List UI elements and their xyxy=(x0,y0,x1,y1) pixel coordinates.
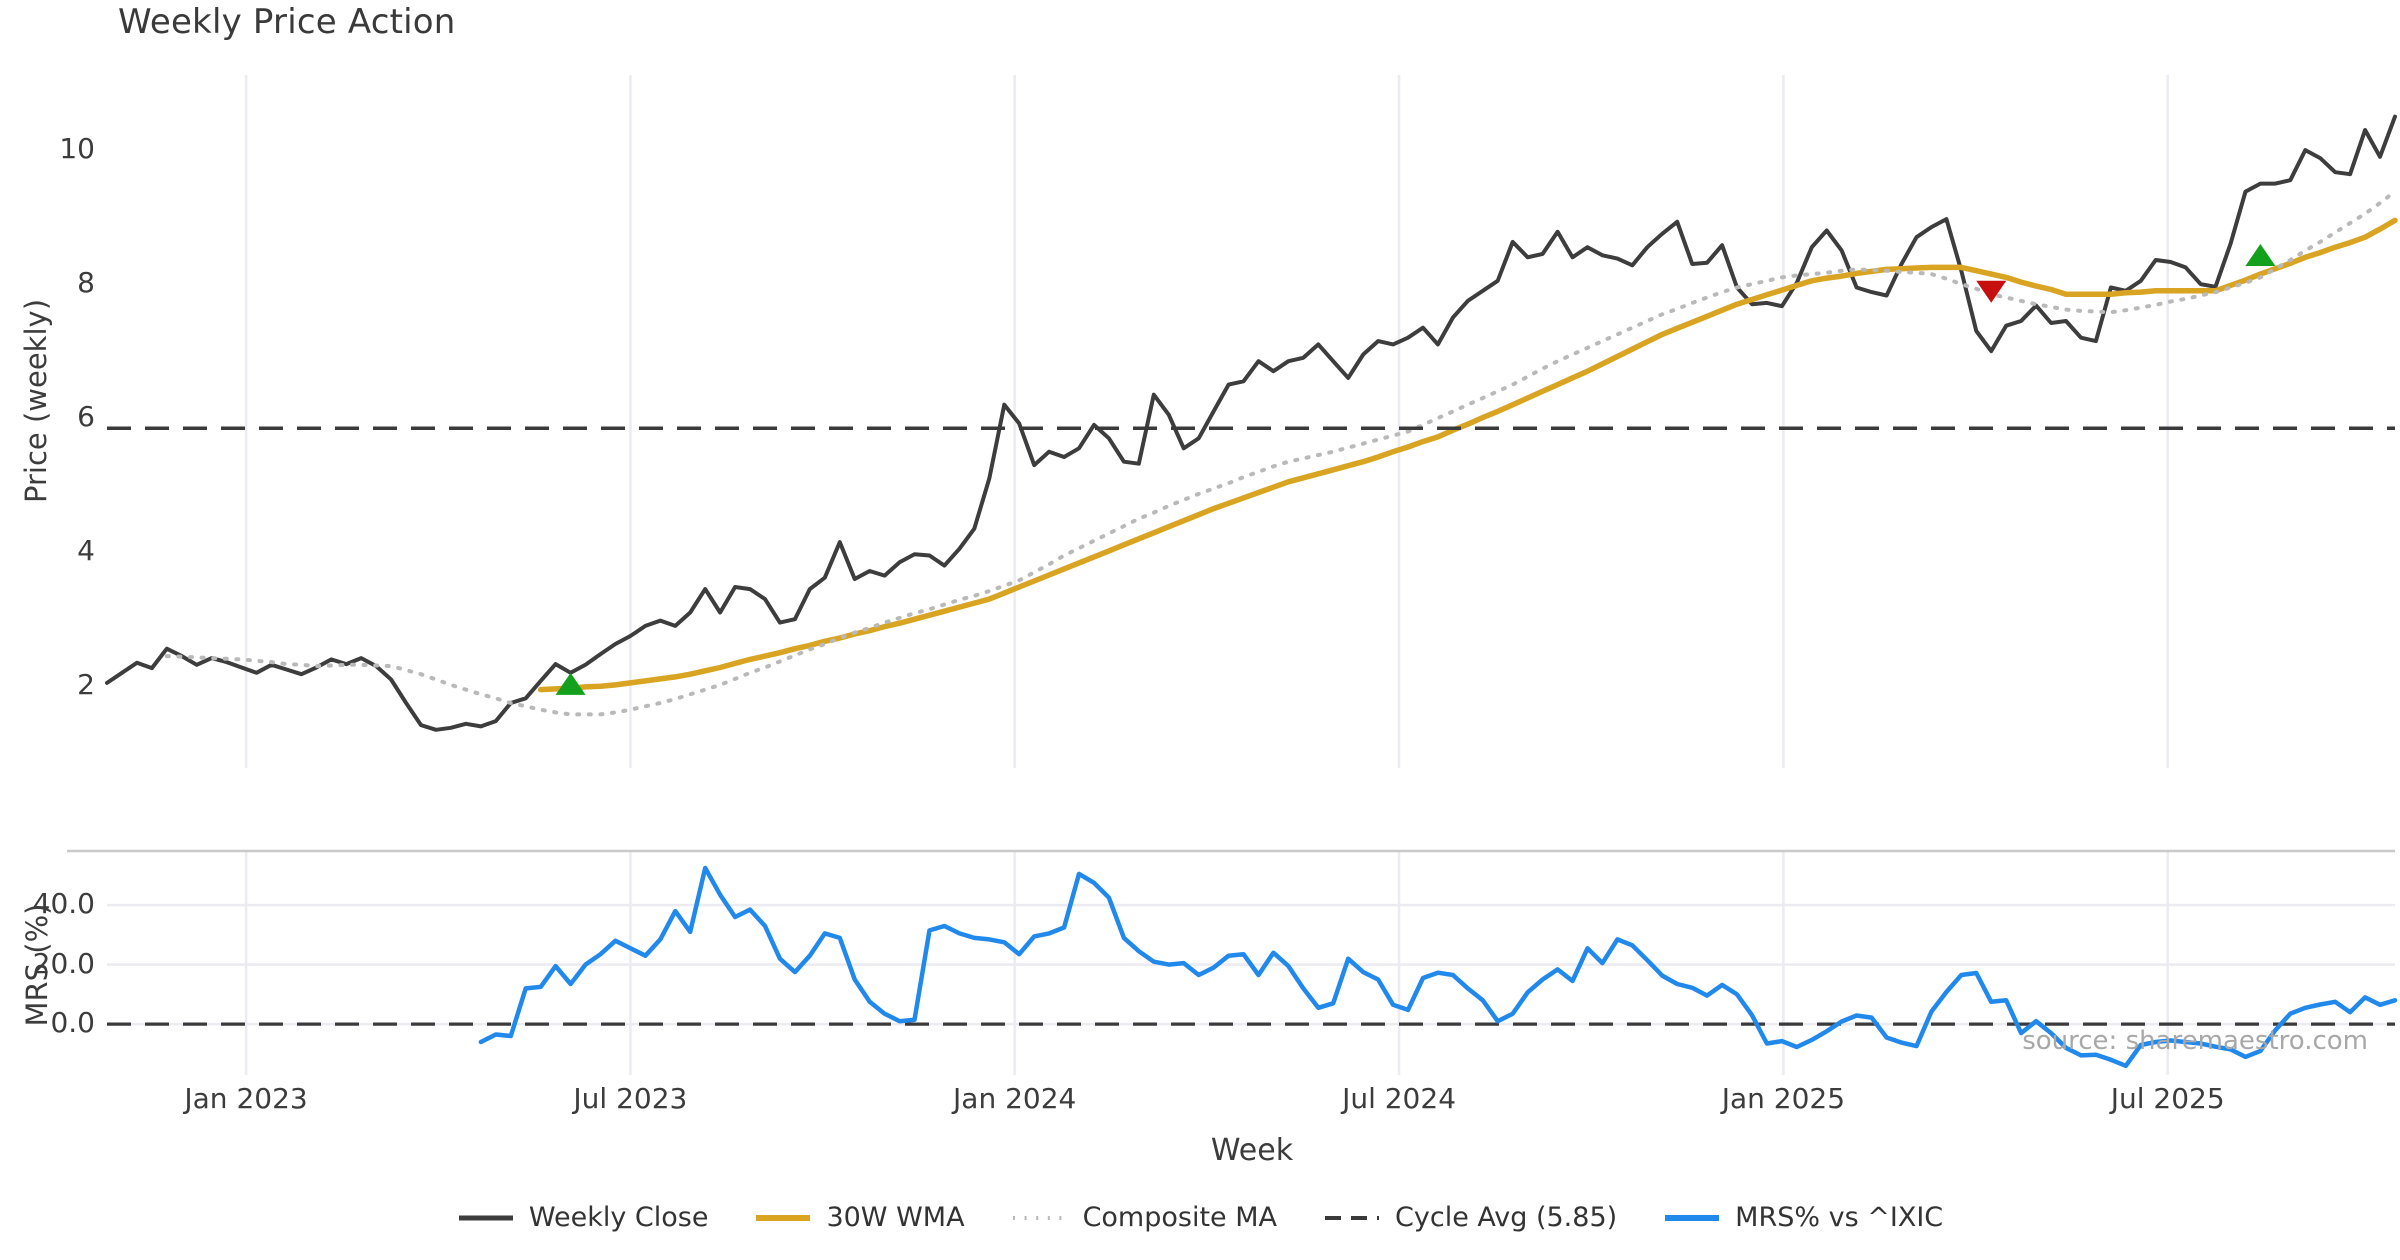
buy-signal-marker xyxy=(555,672,586,695)
price-ytick-label: 2 xyxy=(77,668,95,702)
30w-wma-line xyxy=(537,217,2398,693)
source-watermark: source: sharemaestro.com xyxy=(2022,1026,2368,1056)
x-axis-label: Week xyxy=(1210,1133,1294,1168)
solid-line-swatch-icon xyxy=(756,1214,811,1221)
price-ytick-label: 4 xyxy=(77,534,95,568)
legend-label: 30W WMA xyxy=(826,1202,965,1233)
legend: Weekly Close 30W WMA Composite MA Cycle Avg… xyxy=(0,1202,2400,1233)
legend-label: Cycle Avg (5.85) xyxy=(1395,1202,1618,1233)
mrs-ytick-label: 40.0 xyxy=(32,887,95,921)
dotted-line-swatch-icon xyxy=(1012,1215,1067,1220)
solid-line-swatch-icon xyxy=(458,1215,513,1220)
legend-item: MRS% vs ^IXIC xyxy=(1663,1202,1943,1233)
mrs-vs-ixic-line xyxy=(478,865,2398,1069)
buy-signal-marker xyxy=(2245,243,2276,266)
price-ytick-label: 10 xyxy=(59,132,95,166)
x-tick-label: Jan 2023 xyxy=(184,1082,308,1115)
mrs-ytick-label: 20.0 xyxy=(32,946,95,980)
legend-label: MRS% vs ^IXIC xyxy=(1735,1202,1944,1233)
legend-label: Weekly Close xyxy=(528,1202,709,1233)
dashed-line-swatch-icon xyxy=(1325,1215,1380,1220)
legend-label: Composite MA xyxy=(1082,1202,1278,1233)
x-tick-label: Jul 2023 xyxy=(573,1082,688,1115)
chart-title: Weekly Price Action xyxy=(118,2,456,42)
legend-item: 30W WMA xyxy=(754,1202,965,1233)
legend-item: Cycle Avg (5.85) xyxy=(1323,1202,1617,1233)
weekly-close-line xyxy=(105,114,2397,732)
x-tick-label: Jan 2025 xyxy=(1721,1082,1846,1115)
price-ytick-label: 8 xyxy=(77,266,95,300)
solid-line-swatch-icon xyxy=(1665,1214,1720,1221)
x-tick-label: Jul 2024 xyxy=(1342,1082,1457,1115)
price-ytick-label: 6 xyxy=(77,400,95,434)
sell-signal-marker xyxy=(1976,280,2007,303)
x-tick-label: Jan 2024 xyxy=(953,1082,1077,1115)
legend-item: Weekly Close xyxy=(457,1202,709,1233)
x-tick-label: Jul 2025 xyxy=(2110,1082,2225,1115)
composite-ma-line xyxy=(164,189,2397,717)
mrs-ytick-label: 0.0 xyxy=(50,1006,95,1040)
legend-item: Composite MA xyxy=(1011,1202,1277,1233)
